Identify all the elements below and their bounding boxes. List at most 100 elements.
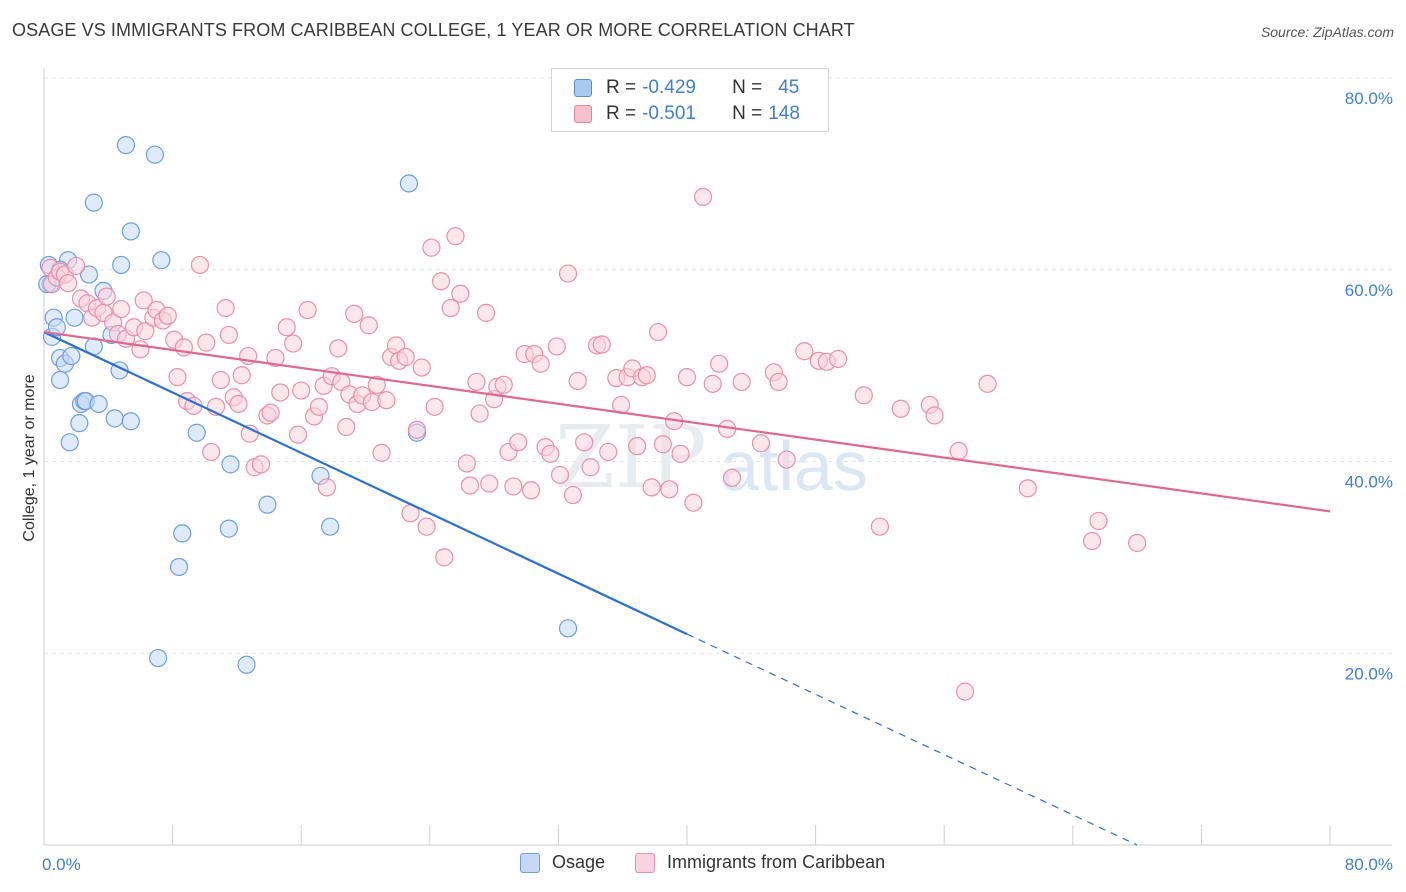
trend-lines (43, 330, 1331, 846)
caribbean-point (441, 299, 460, 318)
tick-labels: 20.0% 40.0% 60.0% 80.0% 0.0% 80.0% (42, 89, 1393, 874)
caribbean-point (202, 442, 221, 462)
caribbean-point (298, 300, 317, 320)
caribbean-point (345, 304, 364, 323)
osage-point (399, 174, 419, 193)
osage-point (121, 222, 140, 241)
caribbean-point (777, 450, 796, 469)
caribbean-point (97, 287, 116, 306)
caribbean-point (467, 372, 486, 392)
caribbean-point (412, 358, 431, 377)
osage-point (60, 433, 79, 452)
caribbean-point (642, 478, 661, 497)
caribbean-point (592, 335, 611, 354)
caribbean-point (710, 354, 729, 373)
y-tick-label: 40.0% (1345, 473, 1393, 492)
source-credit: Source: ZipAtlas.com (1260, 24, 1394, 40)
osage-point (112, 255, 131, 275)
caribbean-point (541, 444, 560, 463)
caribbean-point (229, 394, 248, 414)
legend-swatch-caribbean (574, 105, 592, 123)
caribbean-point (628, 437, 647, 456)
caribbean-point (446, 227, 465, 246)
caribbean-point (309, 397, 328, 416)
caribbean-point (653, 435, 672, 454)
caribbean-point (504, 477, 523, 496)
series-legend-osage[interactable]: Osage (520, 852, 605, 873)
caribbean-point (891, 399, 910, 418)
legend-r-label: R = (606, 77, 637, 98)
caribbean-point (677, 368, 697, 387)
caribbean-point (211, 370, 230, 390)
osage-point (173, 524, 192, 543)
osage-point (65, 308, 84, 327)
caribbean-point (949, 441, 968, 461)
caribbean-point (870, 517, 890, 536)
caribbean-point (396, 347, 415, 367)
caribbean-point (563, 485, 582, 505)
caribbean-point (795, 342, 814, 361)
caribbean-point (266, 348, 285, 368)
caribbean-point (547, 337, 566, 356)
caribbean-point (722, 468, 742, 487)
correlation-legend: R = -0.429 N = 45 R = -0.501 N = 148 (551, 68, 829, 132)
caribbean-point (521, 481, 541, 500)
caribbean-point (732, 372, 751, 392)
series-label-caribbean: Immigrants from Caribbean (667, 852, 886, 872)
caribbean-point (1082, 531, 1102, 551)
caribbean-point (112, 299, 131, 319)
caribbean-point (67, 256, 86, 276)
osage-point (79, 265, 99, 284)
caribbean-point (197, 333, 216, 352)
caribbean-point (581, 458, 600, 477)
y-tick-label: 20.0% (1345, 664, 1393, 683)
caribbean-point (288, 425, 308, 444)
y-tick-label: 80.0% (1345, 89, 1393, 108)
series-label-osage: Osage (552, 852, 606, 872)
caribbean-point (660, 480, 679, 499)
osage-point (121, 412, 140, 431)
legend-r-value: -0.429 (642, 77, 696, 98)
caribbean-point (435, 548, 454, 567)
caribbean-point (671, 444, 690, 463)
caribbean-point (693, 187, 713, 206)
caribbean-trend-line (43, 330, 1331, 513)
osage-point (221, 455, 240, 474)
caribbean-point (925, 406, 944, 425)
caribbean-point (317, 478, 337, 497)
legend-n-label: N = (732, 103, 763, 124)
osage-point (321, 517, 340, 536)
osage-point (116, 136, 136, 155)
legend-row-caribbean: R = -0.501 N = 148 (574, 102, 800, 126)
caribbean-point (1018, 479, 1037, 498)
caribbean-point (476, 303, 496, 322)
osage-point (152, 251, 171, 270)
legend-n-label: N = (732, 77, 763, 98)
caribbean-point (284, 334, 303, 353)
osage-point (70, 414, 89, 433)
osage-point (237, 655, 256, 674)
caribbean-point (425, 397, 444, 416)
caribbean-point (751, 434, 771, 453)
caribbean-point (684, 493, 703, 512)
series-legend-caribbean[interactable]: Immigrants from Caribbean (635, 852, 885, 873)
caribbean-point (568, 371, 587, 391)
caribbean-point (417, 517, 436, 536)
osage-point (105, 409, 124, 428)
osage-point (50, 370, 70, 390)
watermark-atlas: atlas (720, 427, 868, 505)
osage-point (169, 557, 189, 577)
caribbean-point (372, 443, 391, 462)
osage-point (47, 318, 66, 337)
x-tick-label: 0.0% (42, 855, 81, 874)
caribbean-point (460, 476, 480, 495)
caribbean-point (509, 433, 528, 452)
caribbean-point (337, 417, 356, 437)
caribbean-point (457, 454, 476, 473)
legend-n-value: 45 (778, 77, 800, 98)
caribbean-point (271, 383, 290, 402)
caribbean-point (219, 325, 238, 345)
caribbean-point (1089, 511, 1108, 531)
caribbean-point (558, 264, 578, 283)
osage-point (89, 394, 108, 414)
